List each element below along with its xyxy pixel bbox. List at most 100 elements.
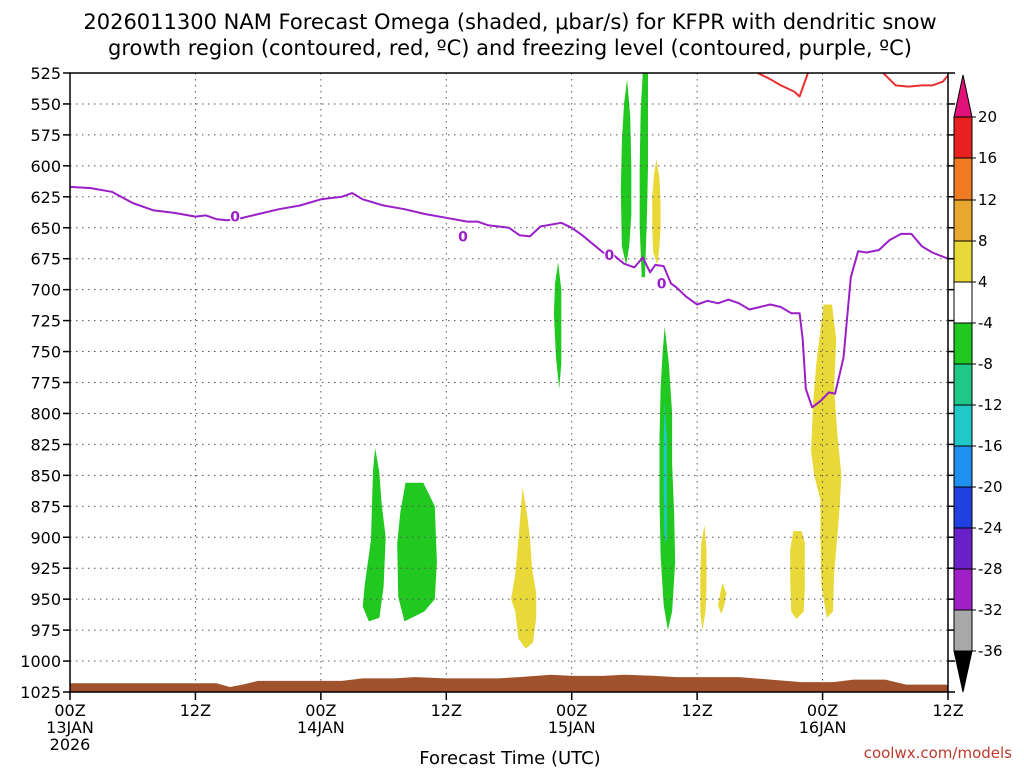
colorbar-label-4: 4 bbox=[978, 273, 988, 291]
colorbar-swatch-4 bbox=[953, 281, 973, 324]
colorbar-label-13: -36 bbox=[978, 642, 1003, 660]
colorbar-swatch-5 bbox=[953, 322, 973, 365]
colorbar-label-11: -28 bbox=[978, 560, 1003, 578]
x-tick-label-60-1: 12Z bbox=[681, 701, 712, 720]
colorbar-label-5: -4 bbox=[978, 314, 993, 332]
x-tick-label-24-2: 14JAN bbox=[297, 718, 345, 737]
omega-region-3 bbox=[553, 262, 562, 389]
y-tick-label-925: 925 bbox=[30, 559, 61, 578]
colorbar-label-2: 12 bbox=[978, 191, 997, 209]
y-tick-label-675: 675 bbox=[30, 250, 61, 269]
y-tick-label-525: 525 bbox=[30, 64, 61, 83]
omega-region-10 bbox=[718, 583, 727, 614]
y-tick-label-850: 850 bbox=[30, 466, 61, 485]
chart-title-line-2: growth region (contoured, red, ºC) and f… bbox=[108, 36, 912, 60]
colorbar-swatch-1 bbox=[953, 157, 973, 201]
omega-region-1 bbox=[397, 482, 437, 622]
freezing-level-label-3: 0 bbox=[657, 276, 667, 292]
x-tick-label-12-1: 12Z bbox=[180, 701, 211, 720]
freezing-label-bg-2 bbox=[604, 246, 615, 262]
omega-shading-layer bbox=[362, 73, 842, 649]
colorbar-label-0: 20 bbox=[978, 108, 997, 126]
y-tick-label-875: 875 bbox=[30, 497, 61, 516]
freezing-level-line bbox=[69, 185, 949, 409]
grid-layer bbox=[70, 73, 948, 692]
colorbar-swatch-8 bbox=[953, 445, 973, 488]
colorbar-swatch-6 bbox=[953, 363, 973, 406]
colorbar-swatch-9 bbox=[953, 486, 973, 529]
y-tick-label-825: 825 bbox=[30, 435, 61, 454]
y-tick-label-575: 575 bbox=[30, 126, 61, 145]
omega-region-0 bbox=[362, 448, 386, 622]
x-tick-label-72-2: 16JAN bbox=[799, 718, 847, 737]
colorbar-swatch-12 bbox=[953, 609, 973, 652]
freezing-level-label-2: 0 bbox=[604, 248, 614, 264]
colorbar-label-6: -8 bbox=[978, 355, 993, 373]
colorbar-label-10: -24 bbox=[978, 519, 1003, 537]
x-tick-label-0-1: 00Z bbox=[54, 701, 85, 720]
credit-text[interactable]: coolwx.com/models bbox=[864, 744, 1012, 762]
omega-region-7 bbox=[659, 326, 676, 631]
dgz-contour-0 bbox=[757, 72, 809, 98]
colorbar-swatch-0 bbox=[953, 116, 973, 159]
colorbar-label-8: -16 bbox=[978, 437, 1003, 455]
colorbar-swatch-11 bbox=[953, 568, 973, 611]
y-tick-label-950: 950 bbox=[30, 590, 61, 609]
y-tick-label-1025: 1025 bbox=[20, 683, 61, 702]
omega-region-5 bbox=[639, 73, 648, 278]
x-tick-label-36-1: 12Z bbox=[431, 701, 462, 720]
contour-layer: 0 0 0 0 bbox=[69, 72, 949, 409]
x-tick-label-84-1: 12Z bbox=[932, 701, 963, 720]
y-tick-label-700: 700 bbox=[30, 281, 61, 300]
x-tick-label-48-2: 15JAN bbox=[548, 718, 596, 737]
y-tick-label-775: 775 bbox=[30, 374, 61, 393]
y-tick-label-550: 550 bbox=[30, 95, 61, 114]
colorbar: 20 16 12 8 4 -4 -8 -12 -16 -20 -24 -28 -32 -36 bbox=[953, 74, 1003, 693]
dgz-contour-1 bbox=[882, 72, 949, 88]
colorbar-swatch-10 bbox=[953, 527, 973, 570]
colorbar-label-7: -12 bbox=[978, 396, 1003, 414]
y-tick-label-975: 975 bbox=[30, 621, 61, 640]
omega-region-8 bbox=[663, 401, 667, 544]
chart-title-line-1: 2026011300 NAM Forecast Omega (shaded, μ… bbox=[83, 10, 936, 34]
terrain-fill bbox=[70, 674, 948, 692]
colorbar-arrow-top bbox=[953, 74, 973, 118]
x-tick-label-0-2: 13JAN bbox=[46, 718, 94, 737]
freezing-label-bg-3 bbox=[656, 275, 667, 291]
freezing-level-label-1: 0 bbox=[458, 229, 468, 245]
y-tick-label-725: 725 bbox=[30, 312, 61, 331]
omega-region-11 bbox=[790, 531, 805, 619]
colorbar-label-3: 8 bbox=[978, 232, 988, 250]
colorbar-label-12: -32 bbox=[978, 601, 1003, 619]
y-tick-label-650: 650 bbox=[30, 219, 61, 238]
freezing-level-label-0: 0 bbox=[230, 210, 240, 226]
y-tick-label-625: 625 bbox=[30, 188, 61, 207]
omega-region-2 bbox=[511, 487, 537, 649]
terrain-layer bbox=[70, 674, 948, 692]
x-axis-label: Forecast Time (UTC) bbox=[419, 748, 600, 768]
omega-region-12 bbox=[811, 304, 842, 618]
x-tick-label-48-1: 00Z bbox=[556, 701, 587, 720]
freezing-label-bg-0 bbox=[230, 208, 241, 224]
x-tick-label-24-1: 00Z bbox=[305, 701, 336, 720]
x-tick-label-0-3: 2026 bbox=[50, 735, 91, 754]
x-tick-label-72-1: 00Z bbox=[807, 701, 838, 720]
y-tick-label-800: 800 bbox=[30, 404, 61, 423]
y-axis: 525 550 575 600 625 650 675 700 725 750 775 800 825 8… bbox=[20, 64, 955, 702]
colorbar-swatch-2 bbox=[953, 199, 973, 242]
colorbar-label-9: -20 bbox=[978, 478, 1003, 496]
y-tick-label-900: 900 bbox=[30, 528, 61, 547]
y-tick-label-1000: 1000 bbox=[20, 652, 61, 671]
colorbar-swatch-3 bbox=[953, 240, 973, 283]
omega-region-6 bbox=[652, 159, 661, 265]
omega-region-9 bbox=[700, 524, 707, 631]
colorbar-swatch-7 bbox=[953, 404, 973, 447]
freezing-label-bg-1 bbox=[458, 228, 469, 244]
y-tick-label-600: 600 bbox=[30, 157, 61, 176]
y-tick-label-750: 750 bbox=[30, 343, 61, 362]
omega-region-4 bbox=[620, 79, 632, 265]
colorbar-label-1: 16 bbox=[978, 149, 997, 167]
colorbar-arrow-bottom bbox=[953, 650, 973, 693]
